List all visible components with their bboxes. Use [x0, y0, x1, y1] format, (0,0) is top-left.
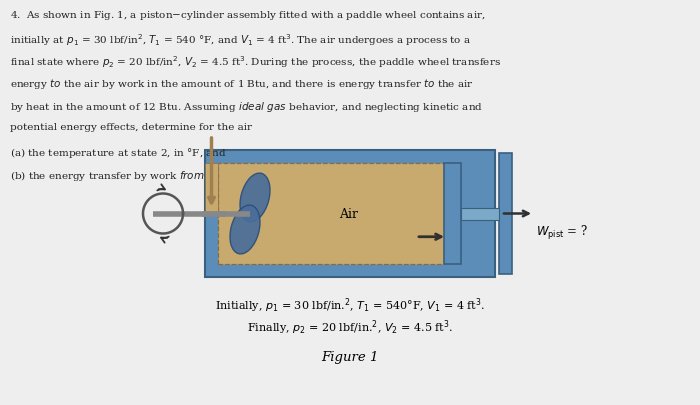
- Bar: [205, 151, 495, 277]
- Text: final state where $p_2$ = 20 lbf/in$^2$, $V_2$ = 4.5 ft$^3$. During the process,: final state where $p_2$ = 20 lbf/in$^2$,…: [10, 54, 501, 70]
- Text: Finally, $p_2$ = 20 lbf/in.$^2$, $V_2$ = 4.5 ft$^3$.: Finally, $p_2$ = 20 lbf/in.$^2$, $V_2$ =…: [247, 317, 453, 336]
- Text: initially at $p_1$ = 30 lbf/in$^2$, $T_1$ = 540 $\degree$F, and $V_1$ = 4 ft$^3$: initially at $p_1$ = 30 lbf/in$^2$, $T_1…: [10, 32, 471, 47]
- Text: energy $\it{to}$ the air by work in the amount of 1 Btu, and there is energy tra: energy $\it{to}$ the air by work in the …: [10, 77, 474, 91]
- Ellipse shape: [230, 206, 260, 254]
- Text: by heat in the amount of 12 Btu. Assuming $\it{ideal\ gas}$ behavior, and neglec: by heat in the amount of 12 Btu. Assumin…: [10, 100, 483, 114]
- Text: potential energy effects, determine for the air: potential energy effects, determine for …: [10, 123, 252, 132]
- Bar: [218, 164, 444, 264]
- Bar: [205, 164, 218, 214]
- Text: Air: Air: [340, 207, 358, 220]
- Text: (a) the temperature at state 2, in $\degree$F, and: (a) the temperature at state 2, in $\deg…: [10, 145, 227, 160]
- Bar: [499, 153, 512, 274]
- Text: (b) the energy transfer by work $\it{from}$ the air to the piston, in Btu.: (b) the energy transfer by work $\it{fro…: [10, 168, 354, 182]
- Ellipse shape: [240, 174, 270, 222]
- Text: Figure 1: Figure 1: [321, 350, 379, 363]
- Bar: [461, 208, 499, 220]
- Bar: [444, 164, 461, 264]
- Text: Initially, $p_1$ = 30 lbf/in.$^2$, $T_1$ = 540°F, $V_1$ = 4 ft$^3$.: Initially, $p_1$ = 30 lbf/in.$^2$, $T_1$…: [215, 295, 485, 314]
- Text: $W_\mathrm{pist}$ = ?: $W_\mathrm{pist}$ = ?: [536, 224, 588, 242]
- Text: 4.  As shown in Fig. 1, a piston$-$cylinder assembly fitted with a paddle wheel : 4. As shown in Fig. 1, a piston$-$cylind…: [10, 9, 486, 22]
